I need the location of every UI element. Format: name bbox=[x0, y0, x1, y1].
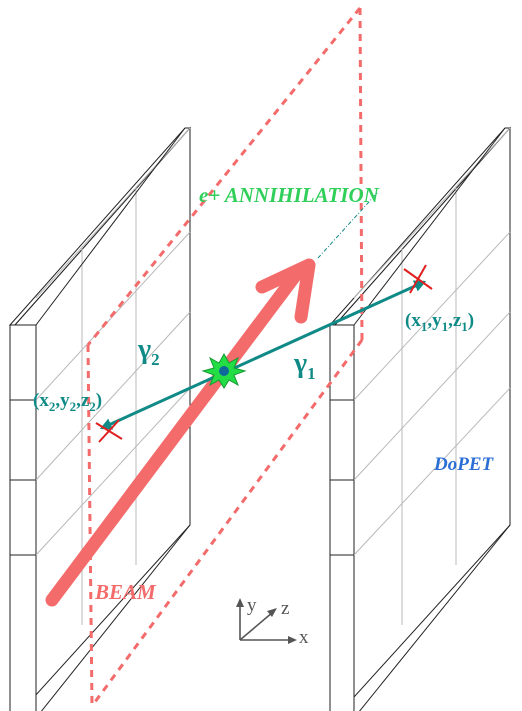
axis-y-label: y bbox=[247, 595, 257, 616]
axis-z-label: z bbox=[281, 598, 289, 619]
left-detector-panel bbox=[8, 126, 192, 711]
annihilation-trace bbox=[317, 191, 379, 259]
point1-coordinates: (x1,y1,z1) bbox=[405, 310, 474, 334]
gamma2-label: γ2 bbox=[137, 334, 160, 369]
annihilation-burst-icon bbox=[201, 352, 247, 389]
right-panel-face bbox=[334, 126, 511, 711]
detector-label: DoPET bbox=[433, 454, 495, 475]
left-panel-face bbox=[14, 126, 191, 711]
point2-coordinates: (x2,y2,z2) bbox=[33, 390, 102, 414]
gamma1-label: γ1 bbox=[293, 348, 316, 383]
hit-marker-1-icon bbox=[403, 264, 433, 294]
hit-marker-2-icon bbox=[95, 419, 123, 443]
gamma-ray-line bbox=[99, 280, 427, 430]
beam-label: BEAM bbox=[94, 580, 157, 604]
axes-icon bbox=[236, 598, 297, 644]
axis-x-label: x bbox=[299, 627, 309, 648]
annihilation-label: e+ ANNIHILATION bbox=[199, 183, 380, 207]
left-panel-edge bbox=[9, 324, 37, 711]
right-panel-edge bbox=[329, 324, 355, 711]
